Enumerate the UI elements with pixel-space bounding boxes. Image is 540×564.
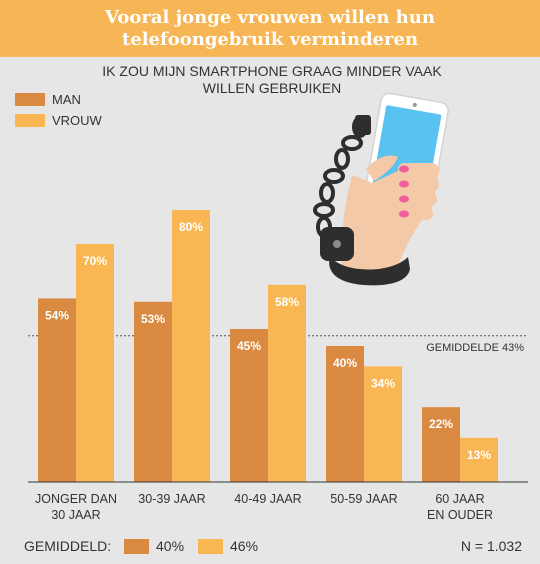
footer: GEMIDDELD: 40% 46% N = 1.032 [24, 538, 522, 554]
bar-vrouw-0 [76, 244, 114, 482]
data-label-vrouw-2: 58% [275, 295, 299, 309]
average-value-vrouw: 46% [230, 538, 258, 554]
page-title: Vooral jonge vrouwen willen hun telefoon… [105, 6, 435, 50]
data-label-vrouw-3: 34% [371, 376, 395, 390]
x-axis-labels: JONGER DAN 30 JAAR 30-39 JAAR 40-49 JAAR 50-… [35, 492, 493, 522]
category-label-2-0: 40-49 JAAR [234, 492, 301, 506]
chart-subtitle-line-2: WILLEN GEBRUIKEN [203, 80, 341, 96]
chart-subtitle-line-1: IK ZOU MIJN SMARTPHONE GRAAG MINDER VAAK [102, 63, 442, 79]
data-label-man-0: 54% [45, 308, 69, 322]
data-label-vrouw-4: 13% [467, 448, 491, 462]
legend-label-man: MAN [52, 92, 81, 107]
bar-man-1 [134, 301, 172, 482]
data-label-man-3: 40% [333, 356, 357, 370]
average-swatch-man [124, 539, 149, 554]
average-reference-label: GEMIDDELDE 43% [426, 342, 524, 354]
bar-man-3 [326, 346, 364, 482]
legend-label-vrouw: VROUW [52, 113, 103, 128]
legend: MAN VROUW [15, 92, 103, 128]
bars: 54% 70% 53% 80% 45% 58% 40% 34% 22% 13% [38, 210, 498, 482]
data-label-man-2: 45% [237, 339, 261, 353]
data-label-vrouw-0: 70% [83, 254, 107, 268]
bar-vrouw-2 [268, 284, 306, 482]
legend-swatch-vrouw [15, 114, 45, 127]
average-swatch-vrouw [198, 539, 223, 554]
category-label-4-1: EN OUDER [427, 508, 493, 522]
bar-man-0 [38, 298, 76, 482]
legend-swatch-man [15, 93, 45, 106]
average-label: GEMIDDELD: [24, 538, 111, 554]
category-label-4-0: 60 JAAR [435, 492, 484, 506]
category-label-0-0: JONGER DAN [35, 492, 117, 506]
bar-man-4 [422, 407, 460, 482]
smartphone-handcuffed-hand-icon [313, 92, 450, 286]
bar-vrouw-1 [172, 210, 210, 482]
category-label-1-0: 30-39 JAAR [138, 492, 205, 506]
header-banner: Vooral jonge vrouwen willen hun telefoon… [0, 0, 540, 57]
bar-chart: IK ZOU MIJN SMARTPHONE GRAAG MINDER VAAK… [15, 63, 528, 554]
category-label-3-0: 50-59 JAAR [330, 492, 397, 506]
data-label-man-1: 53% [141, 312, 165, 326]
data-label-vrouw-1: 80% [179, 220, 203, 234]
category-label-0-1: 30 JAAR [51, 508, 100, 522]
data-label-man-4: 22% [429, 417, 453, 431]
average-value-man: 40% [156, 538, 184, 554]
sample-size: N = 1.032 [461, 538, 522, 554]
bar-vrouw-4 [460, 437, 498, 482]
bar-man-2 [230, 329, 268, 482]
bar-vrouw-3 [364, 366, 402, 482]
